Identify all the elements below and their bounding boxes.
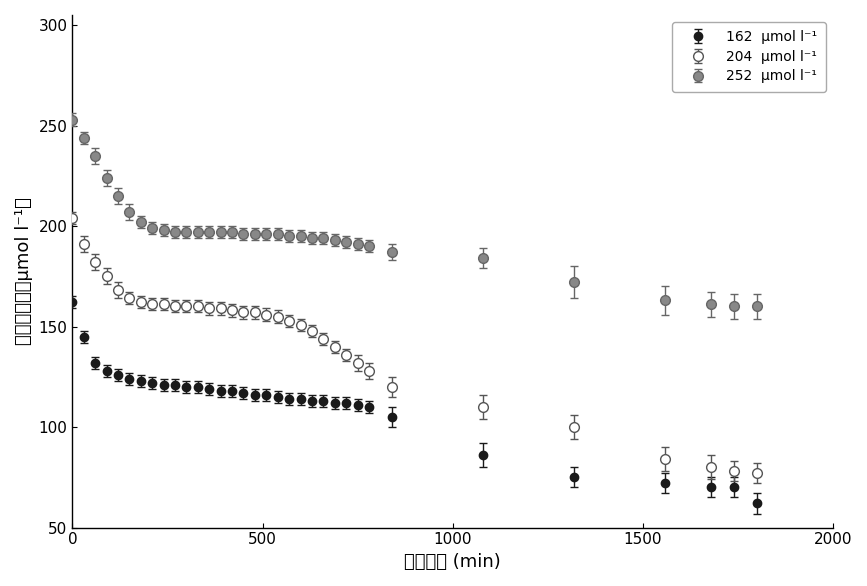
- Legend: 162  μmol l⁻¹, 204  μmol l⁻¹, 252  μmol l⁻¹: 162 μmol l⁻¹, 204 μmol l⁻¹, 252 μmol l⁻¹: [672, 22, 825, 92]
- X-axis label: 耗竭时间 (min): 耗竭时间 (min): [404, 553, 501, 571]
- Y-axis label: 耗竭液浓度（μmol l⁻¹）: 耗竭液浓度（μmol l⁻¹）: [15, 197, 33, 345]
